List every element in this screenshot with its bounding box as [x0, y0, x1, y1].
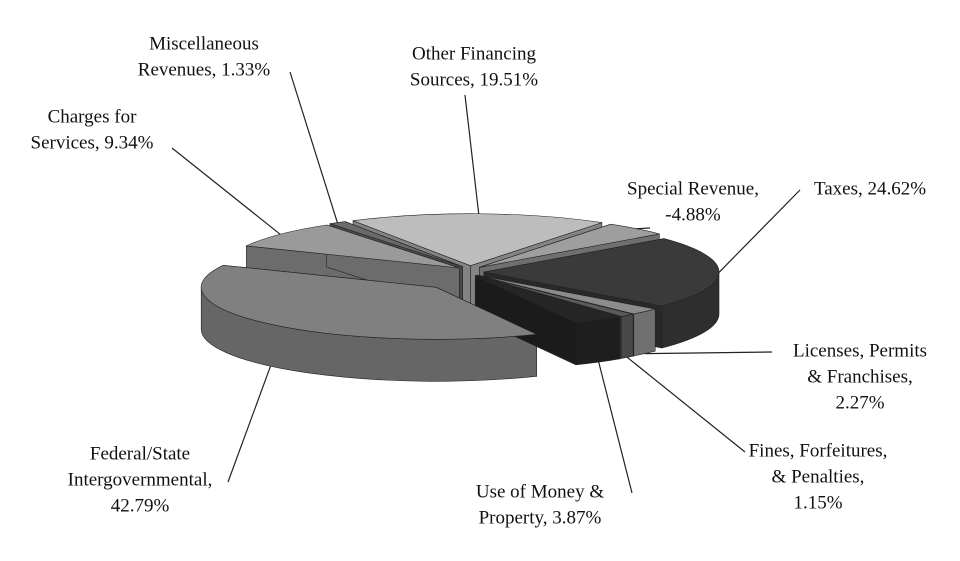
slice-wall [633, 308, 656, 357]
leader-line [626, 356, 746, 453]
data-label: Licenses, Permits [793, 340, 927, 361]
data-label: 1.15% [793, 492, 842, 513]
data-label: Property, 3.87% [479, 507, 602, 528]
slice [476, 275, 634, 317]
data-label: Services, 9.34% [31, 132, 154, 153]
leader-line [289, 71, 338, 223]
leader-line [718, 189, 801, 273]
leader-line [644, 351, 773, 355]
labels: Taxes, 24.62% Licenses, Permits & Franchis… [31, 33, 927, 528]
leader-line [636, 227, 651, 230]
slice-wall [575, 316, 621, 366]
leader-line [171, 147, 281, 235]
data-label: Miscellaneous [149, 33, 259, 54]
data-label: Federal/State [90, 443, 190, 464]
data-label: Other Financing [412, 43, 537, 64]
data-label: Charges for [48, 106, 137, 127]
data-label: Use of Money & [476, 481, 604, 502]
leader-line [464, 94, 480, 214]
data-label: -4.88% [665, 204, 721, 225]
data-label: Sources, 19.51% [410, 69, 538, 90]
data-label: Special Revenue, [627, 178, 759, 199]
data-label: 42.79% [111, 495, 170, 516]
data-label: & Penalties, [772, 466, 865, 487]
leader-line [227, 365, 272, 483]
data-label: & Franchises, [807, 366, 913, 387]
slice-wall [620, 313, 634, 359]
data-label: 2.27% [835, 392, 884, 413]
slice [477, 274, 656, 315]
slice [475, 275, 621, 324]
data-label: Fines, Forfeitures, [749, 440, 888, 461]
data-label: Intergovernmental, [68, 469, 213, 490]
leader-line [598, 361, 633, 494]
data-label: Taxes, 24.62% [814, 178, 926, 199]
slice [200, 264, 538, 340]
slice [352, 213, 602, 267]
data-label: Revenues, 1.33% [138, 59, 271, 80]
